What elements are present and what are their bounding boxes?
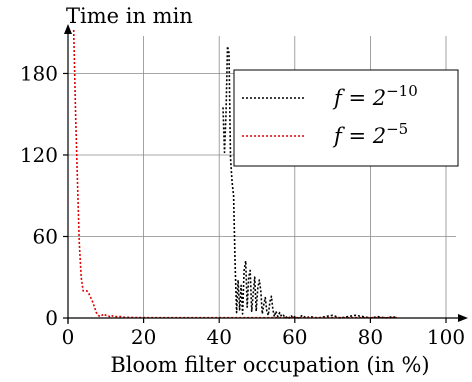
axes <box>64 24 468 324</box>
x-tick-label-60: 60 <box>282 325 307 349</box>
legend-label-0: f = 2−10 <box>332 82 418 110</box>
y-tick-label-0: 0 <box>45 306 58 330</box>
x-tick-label-80: 80 <box>358 325 383 349</box>
x-tick-label-0: 0 <box>62 325 75 349</box>
x-axis-label: Bloom filter occupation (in %) <box>110 353 429 377</box>
legend-label-1: f = 2−5 <box>332 120 408 148</box>
x-tick-label-40: 40 <box>206 325 231 349</box>
tick-labels: 0 20 40 60 80 100 0 60 120 180 <box>20 61 465 349</box>
y-tick-label-180: 180 <box>20 61 58 85</box>
series-line-0 <box>222 45 398 319</box>
y-axis-label: Time in min <box>66 4 193 28</box>
x-tick-label-100: 100 <box>427 325 465 349</box>
y-tick-label-60: 60 <box>33 224 58 248</box>
x-tick-label-20: 20 <box>131 325 156 349</box>
legend: f = 2−10 f = 2−5 <box>233 69 459 167</box>
x-axis-arrow <box>458 314 468 322</box>
legend-box <box>233 69 459 167</box>
y-tick-label-120: 120 <box>20 143 58 167</box>
y-axis-arrow <box>64 24 72 34</box>
